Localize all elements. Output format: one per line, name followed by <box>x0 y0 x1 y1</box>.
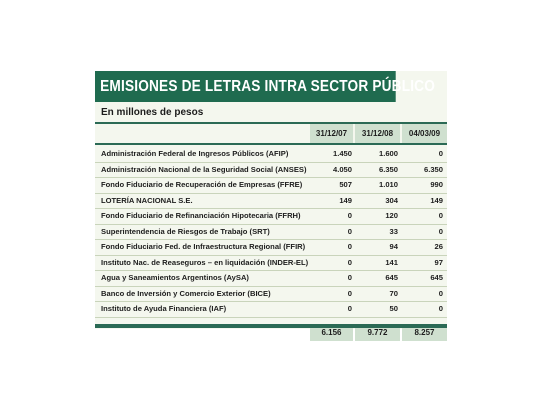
row-value: 0 <box>347 273 352 282</box>
row-value: 507 <box>339 180 352 189</box>
row-value: 304 <box>385 195 398 205</box>
table-row: Banco de Inversión y Comercio Exterior (… <box>95 287 447 302</box>
table-card: EMISIONES DE LETRAS INTRA SECTOR PÚBLICO… <box>95 71 447 341</box>
row-label: Fondo Fiduciario de Refinanciación Hipot… <box>101 211 301 220</box>
row-label: LOTERÍA NACIONAL S.E. <box>101 195 193 205</box>
row-value: 645 <box>385 273 398 282</box>
row-label: Fondo Fiduciario de Recuperación de Empr… <box>101 180 303 189</box>
row-value: 94 <box>389 242 398 251</box>
row-value: 990 <box>430 180 443 189</box>
row-label: Banco de Inversión y Comercio Exterior (… <box>101 288 271 298</box>
column-header-row: 31/12/07 31/12/08 04/03/09 <box>95 122 447 143</box>
row-value: 0 <box>438 304 443 313</box>
row-value: 0 <box>347 226 352 236</box>
row-value: 70 <box>389 288 398 298</box>
row-value: 149 <box>430 195 443 205</box>
table-row: Fondo Fiduciario Fed. de Infraestructura… <box>95 240 447 256</box>
row-value: 6.350 <box>423 164 443 174</box>
row-value: 33 <box>389 226 398 236</box>
row-label: Instituto de Ayuda Financiera (IAF) <box>101 304 227 313</box>
row-value: 0 <box>347 211 352 220</box>
row-value: 1.450 <box>332 149 352 158</box>
table-row: Superintendencia de Riesgos de Trabajo (… <box>95 225 447 240</box>
row-value: 120 <box>385 211 398 220</box>
row-value: 0 <box>438 149 443 158</box>
row-value: 4.050 <box>332 164 352 174</box>
table-row: Administración Nacional de la Seguridad … <box>95 163 447 178</box>
table-row: Instituto de Ayuda Financiera (IAF) 0 50 0 <box>95 302 447 318</box>
table-row: Instituto Nac. de Reaseguros – en liquid… <box>95 256 447 271</box>
row-value: 50 <box>389 304 398 313</box>
total-2009: 8.257 <box>402 324 447 341</box>
column-header-2009: 04/03/09 <box>402 124 447 143</box>
table-row: Administración Federal de Ingresos Públi… <box>95 147 447 163</box>
row-value: 149 <box>339 195 352 205</box>
totals-row: 6.156 9.772 8.257 <box>95 323 447 341</box>
table-body: Administración Federal de Ingresos Públi… <box>95 143 447 318</box>
table-row: Agua y Saneamientos Argentinos (AySA) 0 64… <box>95 271 447 287</box>
row-label: Instituto Nac. de Reaseguros – en liquid… <box>101 257 308 267</box>
table-title: EMISIONES DE LETRAS INTRA SECTOR PÚBLICO <box>95 71 435 102</box>
row-value: 6.350 <box>378 164 398 174</box>
total-2007: 6.156 <box>310 324 353 341</box>
row-value: 0 <box>347 257 352 267</box>
row-value: 97 <box>434 257 443 267</box>
table-row: Fondo Fiduciario de Refinanciación Hipot… <box>95 209 447 225</box>
table-subtitle: En millones de pesos <box>101 107 204 118</box>
row-value: 0 <box>438 288 443 298</box>
row-label: Agua y Saneamientos Argentinos (AySA) <box>101 273 249 282</box>
row-value: 1.600 <box>378 149 398 158</box>
table-row: Fondo Fiduciario de Recuperación de Empr… <box>95 178 447 194</box>
row-label: Administración Nacional de la Seguridad … <box>101 164 307 174</box>
row-value: 0 <box>347 288 352 298</box>
column-header-2008: 31/12/08 <box>355 124 400 143</box>
row-label: Administración Federal de Ingresos Públi… <box>101 149 289 158</box>
row-value: 0 <box>438 226 443 236</box>
bottom-rule <box>95 325 447 328</box>
row-value: 141 <box>385 257 398 267</box>
row-label: Superintendencia de Riesgos de Trabajo (… <box>101 226 270 236</box>
row-value: 26 <box>434 242 443 251</box>
total-2008: 9.772 <box>355 324 400 341</box>
row-value: 0 <box>347 242 352 251</box>
header-spacer <box>95 124 308 143</box>
row-label: Fondo Fiduciario Fed. de Infraestructura… <box>101 242 306 251</box>
row-value: 645 <box>430 273 443 282</box>
row-value: 0 <box>438 211 443 220</box>
row-value: 0 <box>347 304 352 313</box>
table-row: LOTERÍA NACIONAL S.E. 149 304 149 <box>95 194 447 209</box>
column-header-2007: 31/12/07 <box>310 124 353 143</box>
row-value: 1.010 <box>378 180 398 189</box>
